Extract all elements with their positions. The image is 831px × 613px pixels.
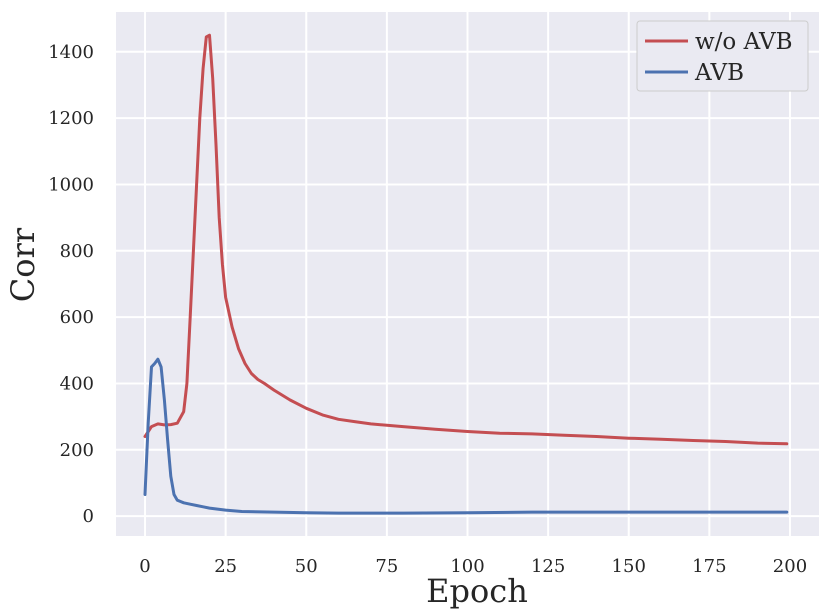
x-tick-labels: 0 25 50 75 100 125 150 175 200 [139,556,807,577]
y-tick-label: 1000 [48,174,94,195]
x-axis-label: Epoch [426,572,528,610]
x-tick-label: 100 [450,556,484,577]
gridlines [116,12,819,536]
x-tick-label: 50 [295,556,318,577]
x-tick-label: 25 [214,556,237,577]
legend-label-avb: AVB [694,60,744,86]
series-line-1 [143,357,789,515]
x-tick-label: 175 [692,556,726,577]
y-tick-label: 1400 [48,42,94,63]
y-tick-label: 0 [83,506,94,527]
y-tick-labels: 0 200 400 600 800 1000 1200 1400 [48,42,94,527]
series-lines [143,33,789,515]
y-tick-label: 800 [60,241,94,262]
legend: w/o AVB AVB [636,20,809,92]
y-axis-label: Corr [4,227,42,302]
x-tick-label: 75 [375,556,398,577]
x-tick-label: 200 [773,556,807,577]
legend-label-wo-avb: w/o AVB [695,29,793,55]
y-tick-label: 600 [60,307,94,328]
y-tick-label: 400 [60,373,94,394]
x-tick-label: 150 [612,556,646,577]
x-tick-label: 125 [531,556,565,577]
x-tick-label: 0 [139,556,150,577]
y-tick-label: 1200 [48,108,94,129]
series-line-0 [143,33,789,446]
y-tick-label: 200 [60,440,94,461]
